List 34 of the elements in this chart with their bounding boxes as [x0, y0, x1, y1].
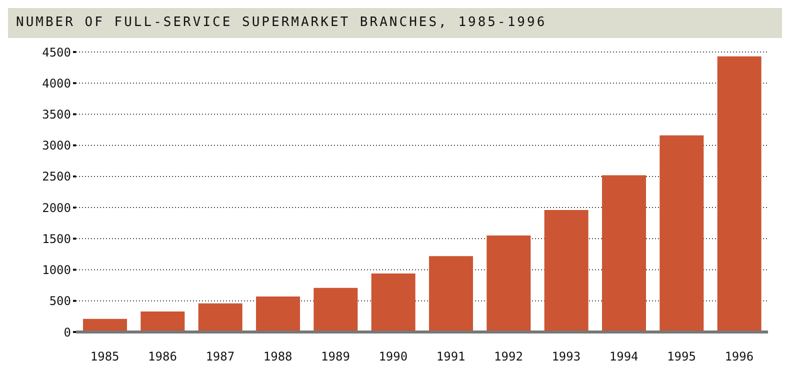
chart-title: NUMBER OF FULL-SERVICE SUPERMARKET BRANCHES, 1985-1996: [8, 8, 782, 38]
x-tick-label: 1990: [378, 350, 408, 364]
x-tick-label: 1988: [263, 350, 292, 364]
x-tick-label: 1992: [494, 350, 523, 364]
bar: [717, 56, 762, 332]
y-tick-label: 1000: [42, 263, 71, 278]
bar: [140, 311, 185, 332]
bar: [544, 210, 588, 332]
bar: [198, 303, 242, 332]
x-tick-label: 1985: [90, 350, 120, 364]
bar: [371, 274, 416, 332]
x-tick-label: 1993: [552, 350, 581, 364]
y-tick-label: 4500: [42, 45, 71, 60]
x-tick-label: 1986: [148, 350, 177, 364]
bar: [486, 236, 531, 332]
y-tick-label: 500: [49, 294, 71, 308]
y-tick-label: 3000: [42, 138, 71, 153]
bar: [660, 135, 704, 332]
y-tick-label: 4000: [42, 76, 71, 90]
y-tick-label: 2500: [42, 170, 71, 184]
x-tick-label: 1987: [206, 350, 235, 364]
y-tick-label: 2000: [42, 200, 71, 215]
x-tick-label: 1991: [436, 350, 466, 364]
x-tick-label: 1994: [609, 350, 638, 364]
x-tick-label: 1995: [667, 350, 696, 364]
bar: [602, 175, 646, 332]
y-tick-label: 1500: [42, 232, 71, 246]
x-tick-label: 1989: [321, 350, 350, 364]
x-tick-label: 1996: [724, 350, 754, 364]
bar: [314, 288, 358, 332]
y-tick-label: 3500: [42, 107, 71, 122]
bar: [256, 296, 300, 332]
bar: [429, 256, 473, 332]
y-tick-label: 0: [64, 325, 71, 340]
